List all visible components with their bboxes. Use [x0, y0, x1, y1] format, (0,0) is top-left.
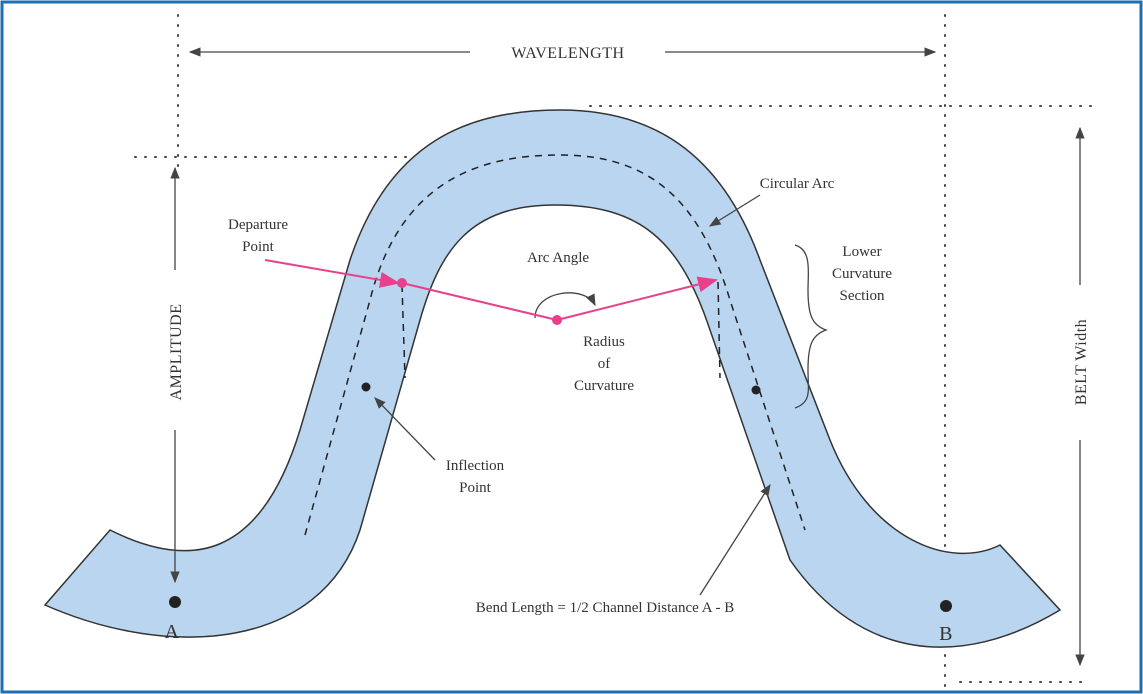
point-b-label: B — [939, 623, 953, 645]
label-line: Curvature — [832, 266, 892, 282]
inflection-dot — [361, 382, 371, 392]
label-line: Departure — [228, 217, 288, 233]
label-line: Point — [242, 239, 275, 255]
amplitude-label: AMPLITUDE — [168, 304, 185, 401]
circular-arc-label: Circular Arc — [760, 176, 835, 192]
centerline — [304, 154, 806, 536]
departure-dot — [397, 278, 407, 288]
channel — [43, 109, 1062, 648]
label-line: of — [598, 356, 611, 372]
label-line: Curvature — [574, 378, 634, 394]
point-a-label: A — [165, 621, 180, 643]
bend-length-label: Bend Length = 1/2 Channel Distance A - B — [476, 600, 734, 616]
departure-point-label: Departure Point — [228, 217, 288, 255]
point-a-dot — [169, 596, 181, 608]
inflection-dot — [751, 385, 761, 395]
label-line: Inflection — [446, 458, 505, 474]
belt-width-label: BELT Width — [1073, 319, 1090, 405]
centerline-branch — [717, 281, 721, 379]
label-line: Section — [840, 288, 885, 304]
pointer — [699, 484, 771, 596]
lower-curvature-label: Lower Curvature Section — [832, 244, 892, 304]
pointer — [374, 397, 436, 461]
radius-line — [401, 282, 558, 321]
radius-label: Radius of Curvature — [574, 334, 634, 394]
center-dot — [552, 315, 562, 325]
centerline-branch — [401, 284, 406, 379]
radius-line — [556, 276, 718, 321]
point-b-dot — [940, 600, 952, 612]
label-line: Radius — [583, 334, 625, 350]
departure-arrow — [264, 259, 400, 288]
wavelength-label: WAVELENGTH — [511, 45, 624, 62]
arc-angle-label: Arc Angle — [527, 250, 589, 266]
label-line: Lower — [842, 244, 881, 260]
brace — [794, 244, 828, 409]
label-line: Point — [459, 480, 492, 496]
inflection-label: Inflection Point — [446, 458, 505, 496]
arc-angle-arrow — [534, 292, 596, 319]
pointer — [709, 194, 761, 227]
